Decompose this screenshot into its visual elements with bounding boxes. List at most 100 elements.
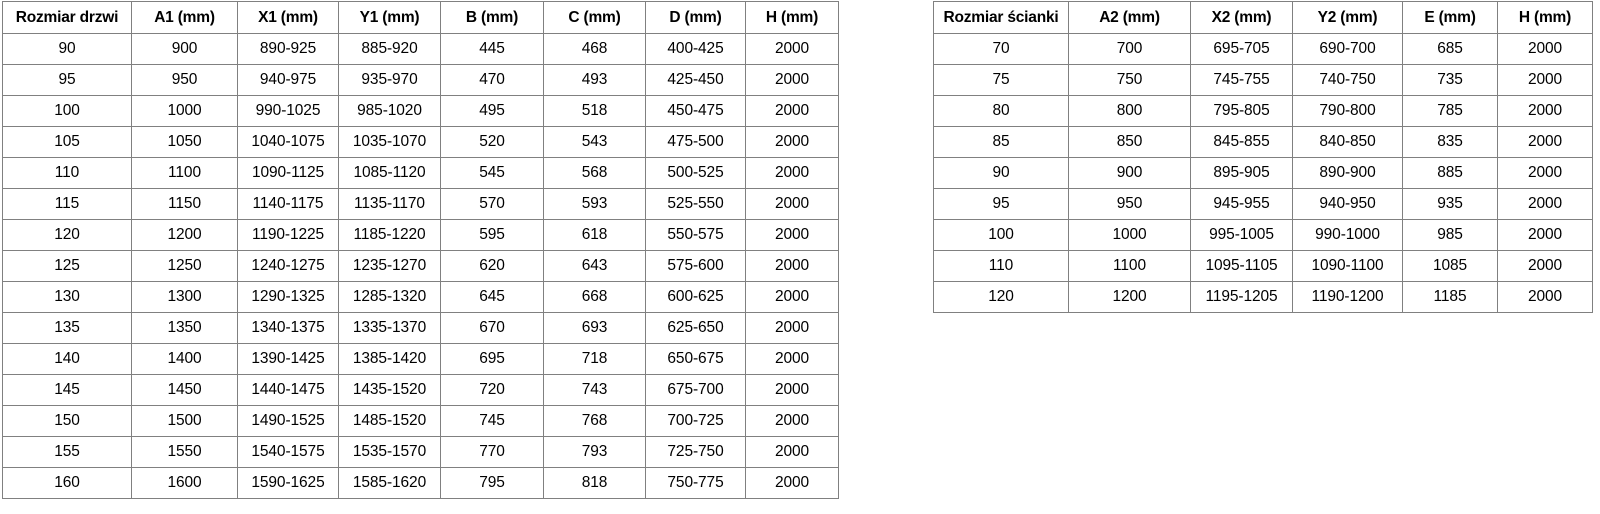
door-cell-r13-c0: 155 — [2, 436, 132, 468]
door-cell-r9-c2: 1340-1375 — [237, 312, 339, 344]
door-cell-r6-c6: 550-575 — [645, 219, 746, 251]
wall-cell-r5-c2: 945-955 — [1190, 188, 1293, 220]
door-cell-r7-c0: 125 — [2, 250, 132, 282]
wall-cell-r1-c3: 740-750 — [1292, 64, 1403, 96]
table-row: 120 1200 1190-1225 1185-1220 595 618 550-575 20… — [2, 219, 839, 251]
door-cell-r5-c5: 593 — [543, 188, 646, 220]
wall-cell-r1-c4: 735 — [1402, 64, 1498, 96]
door-cell-r4-c5: 568 — [543, 157, 646, 189]
wall-cell-r6-c5: 2000 — [1497, 219, 1593, 251]
wall-cell-r6-c0: 100 — [933, 219, 1069, 251]
wall-cell-r2-c0: 80 — [933, 95, 1069, 127]
door-cell-r8-c4: 645 — [440, 281, 544, 313]
door-cell-r9-c5: 693 — [543, 312, 646, 344]
wall-cell-r3-c2: 845-855 — [1190, 126, 1293, 158]
door-column-header-4: B (mm) — [440, 1, 544, 34]
door-cell-r9-c0: 135 — [2, 312, 132, 344]
wall-dimensions-table: Rozmiar ścianki A2 (mm) X2 (mm) Y2 (mm) E (m… — [933, 1, 1593, 313]
door-cell-r12-c7: 2000 — [745, 405, 839, 437]
door-cell-r10-c7: 2000 — [745, 343, 839, 375]
wall-cell-r1-c5: 2000 — [1497, 64, 1593, 96]
wall-cell-r1-c0: 75 — [933, 64, 1069, 96]
door-cell-r10-c4: 695 — [440, 343, 544, 375]
door-cell-r0-c0: 90 — [2, 33, 132, 65]
wall-cell-r2-c2: 795-805 — [1190, 95, 1293, 127]
door-cell-r5-c0: 115 — [2, 188, 132, 220]
door-cell-r9-c1: 1350 — [131, 312, 238, 344]
door-column-header-2: X1 (mm) — [237, 1, 339, 34]
wall-column-header-0: Rozmiar ścianki — [933, 1, 1069, 34]
door-cell-r1-c4: 470 — [440, 64, 544, 96]
door-cell-r5-c2: 1140-1175 — [237, 188, 339, 220]
door-cell-r14-c2: 1590-1625 — [237, 467, 339, 499]
door-cell-r6-c7: 2000 — [745, 219, 839, 251]
door-cell-r8-c0: 130 — [2, 281, 132, 313]
door-cell-r13-c3: 1535-1570 — [338, 436, 441, 468]
door-cell-r12-c2: 1490-1525 — [237, 405, 339, 437]
door-cell-r12-c4: 745 — [440, 405, 544, 437]
door-cell-r14-c4: 795 — [440, 467, 544, 499]
table-row: 95 950 940-975 935-970 470 493 425-450 2000 — [2, 64, 839, 96]
door-cell-r2-c4: 495 — [440, 95, 544, 127]
door-cell-r4-c7: 2000 — [745, 157, 839, 189]
table-row: 150 1500 1490-1525 1485-1520 745 768 700-725 20… — [2, 405, 839, 437]
door-cell-r0-c3: 885-920 — [338, 33, 441, 65]
wall-cell-r8-c0: 120 — [933, 281, 1069, 313]
wall-cell-r1-c2: 745-755 — [1190, 64, 1293, 96]
door-cell-r11-c6: 675-700 — [645, 374, 746, 406]
wall-cell-r4-c4: 885 — [1402, 157, 1498, 189]
wall-cell-r5-c4: 935 — [1402, 188, 1498, 220]
door-cell-r1-c7: 2000 — [745, 64, 839, 96]
door-column-header-0: Rozmiar drzwi — [2, 1, 132, 34]
door-cell-r9-c7: 2000 — [745, 312, 839, 344]
wall-cell-r7-c2: 1095-1105 — [1190, 250, 1293, 282]
door-cell-r7-c2: 1240-1275 — [237, 250, 339, 282]
door-cell-r3-c7: 2000 — [745, 126, 839, 158]
door-cell-r6-c2: 1190-1225 — [237, 219, 339, 251]
door-cell-r13-c5: 793 — [543, 436, 646, 468]
wall-cell-r5-c0: 95 — [933, 188, 1069, 220]
door-cell-r0-c4: 445 — [440, 33, 544, 65]
door-cell-r11-c0: 145 — [2, 374, 132, 406]
door-cell-r8-c1: 1300 — [131, 281, 238, 313]
door-cell-r5-c7: 2000 — [745, 188, 839, 220]
door-column-header-7: H (mm) — [745, 1, 839, 34]
door-cell-r8-c6: 600-625 — [645, 281, 746, 313]
door-cell-r1-c5: 493 — [543, 64, 646, 96]
door-cell-r10-c3: 1385-1420 — [338, 343, 441, 375]
table-row: 160 1600 1590-1625 1585-1620 795 818 750-775 20… — [2, 467, 839, 499]
wall-cell-r7-c5: 2000 — [1497, 250, 1593, 282]
table-row: 80 800 795-805 790-800 785 2000 — [933, 95, 1593, 127]
door-cell-r7-c5: 643 — [543, 250, 646, 282]
wall-cell-r0-c2: 695-705 — [1190, 33, 1293, 65]
wall-cell-r8-c1: 1200 — [1068, 281, 1191, 313]
door-cell-r2-c6: 450-475 — [645, 95, 746, 127]
wall-column-header-3: Y2 (mm) — [1292, 1, 1403, 34]
door-cell-r3-c5: 543 — [543, 126, 646, 158]
door-cell-r10-c0: 140 — [2, 343, 132, 375]
wall-cell-r0-c0: 70 — [933, 33, 1069, 65]
door-cell-r13-c1: 1550 — [131, 436, 238, 468]
table-row: 130 1300 1290-1325 1285-1320 645 668 600-625 20… — [2, 281, 839, 313]
wall-cell-r4-c5: 2000 — [1497, 157, 1593, 189]
door-cell-r11-c2: 1440-1475 — [237, 374, 339, 406]
door-column-header-5: C (mm) — [543, 1, 646, 34]
door-column-header-1: A1 (mm) — [131, 1, 238, 34]
door-cell-r8-c7: 2000 — [745, 281, 839, 313]
wall-cell-r3-c3: 840-850 — [1292, 126, 1403, 158]
wall-cell-r0-c4: 685 — [1402, 33, 1498, 65]
table-row: 85 850 845-855 840-850 835 2000 — [933, 126, 1593, 158]
door-cell-r0-c2: 890-925 — [237, 33, 339, 65]
table-row: 155 1550 1540-1575 1535-1570 770 793 725-750 20… — [2, 436, 839, 468]
door-dimensions-table: Rozmiar drzwi A1 (mm) X1 (mm) Y1 (mm) B (mm)… — [2, 1, 839, 499]
wall-cell-r8-c4: 1185 — [1402, 281, 1498, 313]
door-cell-r10-c6: 650-675 — [645, 343, 746, 375]
wall-cell-r6-c4: 985 — [1402, 219, 1498, 251]
table-row: 125 1250 1240-1275 1235-1270 620 643 575-600 20… — [2, 250, 839, 282]
door-cell-r10-c5: 718 — [543, 343, 646, 375]
door-cell-r9-c6: 625-650 — [645, 312, 746, 344]
door-cell-r3-c1: 1050 — [131, 126, 238, 158]
door-cell-r6-c3: 1185-1220 — [338, 219, 441, 251]
door-cell-r4-c4: 545 — [440, 157, 544, 189]
door-cell-r4-c2: 1090-1125 — [237, 157, 339, 189]
